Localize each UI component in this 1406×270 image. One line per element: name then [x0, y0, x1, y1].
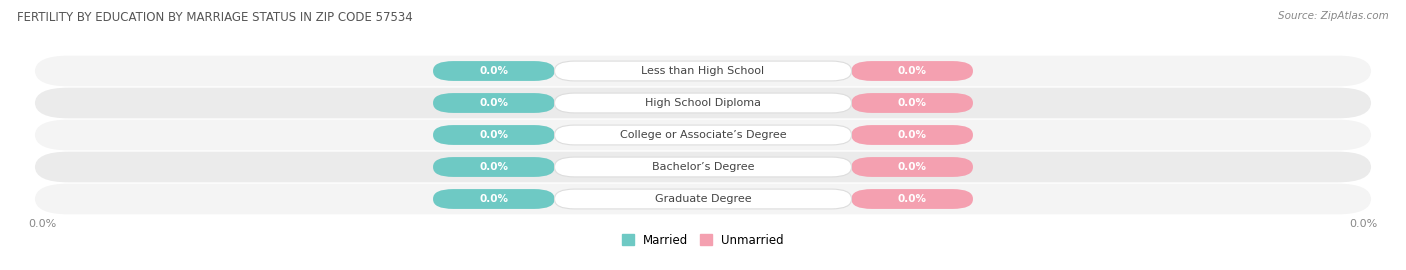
FancyBboxPatch shape: [35, 56, 1371, 86]
FancyBboxPatch shape: [554, 93, 852, 113]
FancyBboxPatch shape: [852, 61, 973, 81]
Legend: Married, Unmarried: Married, Unmarried: [621, 234, 785, 247]
FancyBboxPatch shape: [35, 88, 1371, 118]
Text: 0.0%: 0.0%: [1350, 219, 1378, 229]
Text: 0.0%: 0.0%: [479, 194, 509, 204]
FancyBboxPatch shape: [554, 189, 852, 209]
Text: 0.0%: 0.0%: [897, 162, 927, 172]
Text: Bachelor’s Degree: Bachelor’s Degree: [652, 162, 754, 172]
FancyBboxPatch shape: [852, 157, 973, 177]
FancyBboxPatch shape: [433, 189, 554, 209]
Text: 0.0%: 0.0%: [897, 130, 927, 140]
FancyBboxPatch shape: [433, 125, 554, 145]
FancyBboxPatch shape: [852, 125, 973, 145]
FancyBboxPatch shape: [433, 61, 554, 81]
Text: FERTILITY BY EDUCATION BY MARRIAGE STATUS IN ZIP CODE 57534: FERTILITY BY EDUCATION BY MARRIAGE STATU…: [17, 11, 412, 24]
Text: 0.0%: 0.0%: [479, 130, 509, 140]
FancyBboxPatch shape: [35, 120, 1371, 150]
FancyBboxPatch shape: [554, 61, 852, 81]
Text: Source: ZipAtlas.com: Source: ZipAtlas.com: [1278, 11, 1389, 21]
FancyBboxPatch shape: [852, 93, 973, 113]
FancyBboxPatch shape: [852, 189, 973, 209]
FancyBboxPatch shape: [554, 125, 852, 145]
Text: High School Diploma: High School Diploma: [645, 98, 761, 108]
Text: 0.0%: 0.0%: [897, 194, 927, 204]
Text: 0.0%: 0.0%: [479, 98, 509, 108]
Text: 0.0%: 0.0%: [479, 162, 509, 172]
Text: College or Associate’s Degree: College or Associate’s Degree: [620, 130, 786, 140]
FancyBboxPatch shape: [554, 157, 852, 177]
FancyBboxPatch shape: [35, 184, 1371, 214]
Text: Less than High School: Less than High School: [641, 66, 765, 76]
FancyBboxPatch shape: [35, 152, 1371, 182]
Text: 0.0%: 0.0%: [897, 98, 927, 108]
Text: 0.0%: 0.0%: [479, 66, 509, 76]
FancyBboxPatch shape: [433, 157, 554, 177]
FancyBboxPatch shape: [433, 93, 554, 113]
Text: 0.0%: 0.0%: [897, 66, 927, 76]
Text: 0.0%: 0.0%: [28, 219, 56, 229]
Text: Graduate Degree: Graduate Degree: [655, 194, 751, 204]
